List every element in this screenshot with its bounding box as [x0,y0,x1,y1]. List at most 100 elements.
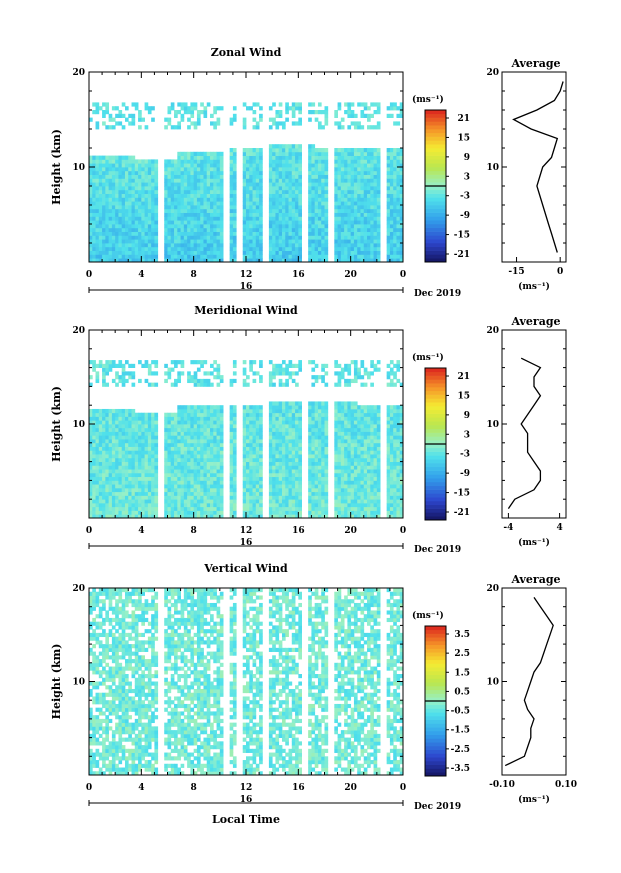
heatmap-cell [193,412,198,417]
heatmap-cell [134,186,139,191]
heatmap-cell [308,439,312,444]
heatmap-cell [164,412,168,417]
heatmap-cell [344,205,348,210]
heatmap-cell [121,465,126,470]
heatmap-cell [121,193,126,198]
heatmap-cell [288,250,293,255]
heatmap-cell [232,514,237,519]
heatmap-cell [144,258,149,263]
heatmap-cell [298,457,302,462]
heatmap-cell [174,431,178,436]
heatmap-cell [180,454,185,459]
heatmap-cell [259,178,263,183]
heatmap-cell [285,382,289,387]
heatmap-cell [167,208,172,213]
heatmap-cell [340,205,345,210]
heatmap-cell [164,220,168,225]
heatmap-cell [92,205,96,210]
heatmap-cell [92,186,96,191]
heatmap-cell [196,420,201,425]
heatmap-cell [347,182,352,187]
heatmap-cell [187,450,191,455]
heatmap-cell [138,499,142,504]
heatmap-cell [370,231,374,236]
heatmap-cell [321,125,325,130]
heatmap-cell [206,208,211,213]
heatmap-cell [134,472,139,478]
heatmap-cell [124,117,129,122]
heatmap-cell [177,159,181,164]
heatmap-cell [324,159,329,164]
heatmap-cell [118,155,123,160]
heatmap-cell [399,227,404,232]
heatmap-cell [141,502,145,508]
heatmap-cell [278,480,283,485]
heatmap-cell [164,201,168,206]
heatmap-cell [350,235,355,240]
heatmap-cell [170,514,175,519]
heatmap-cell [219,197,224,202]
heatmap-cell [213,439,217,444]
heatmap-cell [177,450,181,455]
heatmap-cell [337,420,342,425]
heatmap-cell [272,205,276,210]
heatmap-cell [206,416,211,421]
heatmap-cell [242,189,247,194]
heatmap-cell [295,155,299,160]
x-tick-label: 0 [400,270,406,280]
heatmap-cell [180,469,185,474]
heatmap-cell [89,212,93,217]
heatmap-cell [275,499,280,504]
heatmap-cell [216,514,221,519]
heatmap-cell [151,442,155,447]
heatmap-cell [190,472,195,478]
heatmap-cell [321,375,325,380]
heatmap-cell [193,163,198,168]
heatmap-cell [196,201,201,206]
heatmap-cell [308,170,312,175]
heatmap-cell [288,208,293,213]
heatmap-cell [124,155,129,160]
heatmap-cell [295,254,299,259]
heatmap-cell [102,163,106,168]
heatmap-cell [249,189,253,194]
heatmap-cell [311,208,316,213]
heatmap-cell [281,216,286,221]
heatmap-cell [141,235,145,240]
heatmap-cell [370,227,374,232]
heatmap-cell [298,193,302,198]
heatmap-cell [147,106,152,111]
heatmap-cell [98,514,103,519]
heatmap-cell [295,420,299,425]
heatmap-cell [187,151,191,156]
heatmap-cell [295,371,299,376]
heatmap-cell [347,125,352,130]
heatmap-cell [285,254,289,259]
heatmap-cell [295,167,299,172]
heatmap-cell [128,408,132,414]
heatmap-cell [138,495,142,500]
heatmap-cell [121,258,126,263]
heatmap-cell [118,375,123,380]
heatmap-cell [229,163,234,168]
heatmap-cell [121,216,126,221]
heatmap-cell [216,439,221,444]
heatmap-cell [288,506,293,511]
heatmap-cell [308,405,312,410]
heatmap-cell [144,170,149,175]
heatmap-cell [278,163,283,168]
heatmap-cell [151,212,155,217]
heatmap-cell [219,220,224,225]
heatmap-cell [170,246,175,251]
heatmap-cell [138,197,142,202]
heatmap-cell [128,431,132,436]
heatmap-cell [272,506,276,511]
heatmap-cell [389,186,394,191]
heatmap-cell [105,201,110,206]
heatmap-cell [193,205,198,210]
heatmap-cell [210,484,214,489]
heatmap-cell [295,476,299,481]
heatmap-cell [121,454,126,459]
heatmap-cell [134,469,139,474]
heatmap-cell [272,102,276,107]
